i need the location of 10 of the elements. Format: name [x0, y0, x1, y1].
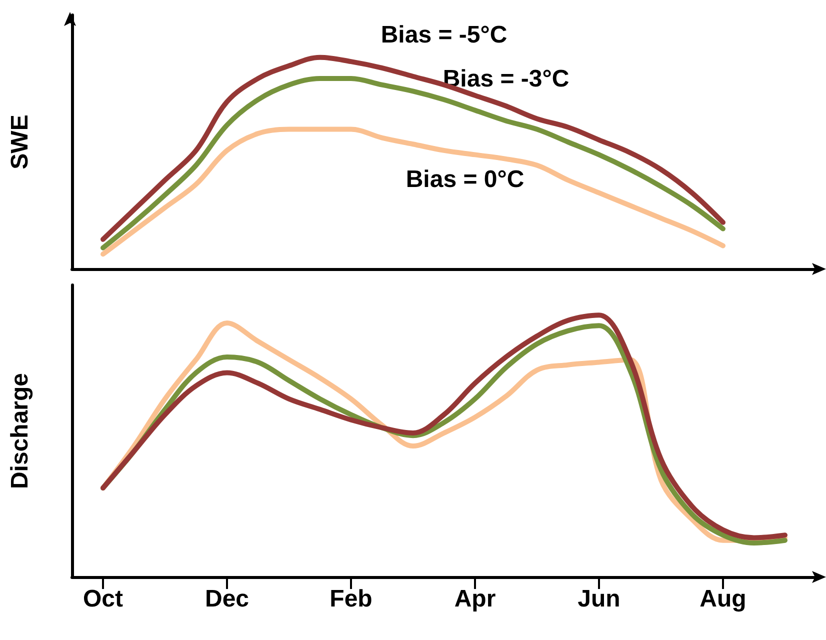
series-label: Bias = -5°C	[380, 21, 508, 48]
x-tick-label: Oct	[82, 586, 124, 612]
y-axis-title: SWE	[6, 114, 34, 170]
y-axis-title: Discharge	[6, 372, 34, 490]
x-tick-label: Jun	[578, 586, 620, 612]
x-tick-label: Dec	[204, 586, 250, 612]
series-label: Bias = 0°C	[406, 166, 524, 194]
x-tick-label: Aug	[700, 586, 746, 612]
x-tick-label: Feb	[330, 586, 372, 612]
x-tick-label: Apr	[454, 586, 496, 612]
